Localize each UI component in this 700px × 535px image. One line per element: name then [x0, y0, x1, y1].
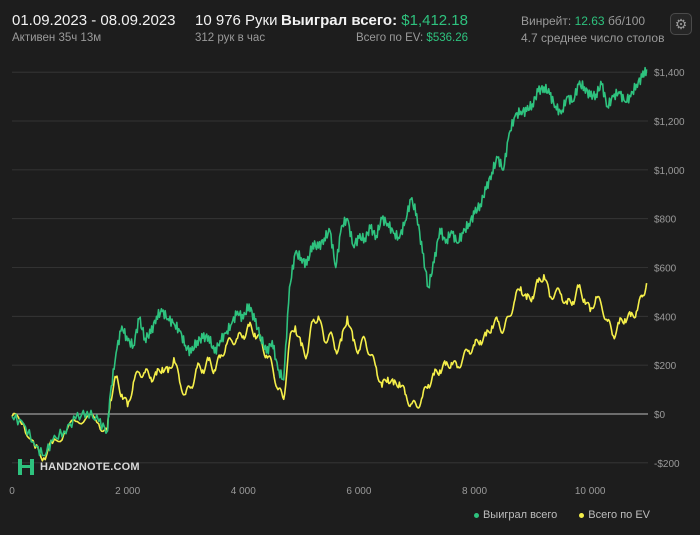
series-line-ev: [11, 274, 648, 462]
series-line-won: [11, 66, 648, 457]
hands-per-hour: 312 рук в час: [195, 32, 266, 44]
y-tick-label: $1,000: [654, 166, 685, 177]
x-tick-label: 2 000: [115, 486, 140, 497]
x-tick-label: 8 000: [462, 486, 487, 497]
logo: HAND2NOTE.COM: [18, 459, 140, 475]
legend-item-won[interactable]: Выиграл всего: [473, 509, 558, 521]
y-tick-label: $1,400: [654, 68, 685, 79]
hands-count: 10 976 Руки: [195, 12, 278, 29]
y-tick-label: $0: [654, 410, 666, 421]
won-label: Выиграл всего:: [281, 12, 398, 29]
y-tick-label: -$200: [654, 459, 680, 470]
winrate-unit: бб/100: [607, 14, 646, 28]
hands-block: 10 976 Руки 312 рук в час: [195, 12, 278, 44]
gear-icon: ⚙: [674, 15, 688, 32]
logo-icon: [18, 459, 34, 475]
winrate-label: Винрейт:: [521, 14, 572, 28]
x-tick-label: 0: [9, 486, 15, 497]
winrate-value: 12.63: [574, 14, 605, 28]
y-tick-label: $600: [654, 264, 677, 275]
ev-label: Всего по EV:: [355, 32, 424, 44]
ev-value: $536.26: [426, 32, 468, 44]
legend-label-won: Выиграл всего: [482, 509, 558, 521]
logo-text: HAND2NOTE.COM: [40, 461, 140, 473]
x-tick-label: 6 000: [346, 486, 371, 497]
legend-item-ev[interactable]: Всего по EV: [579, 509, 650, 521]
y-tick-label: $200: [654, 361, 677, 372]
winrate-block: Винрейт: 12.63 бб/100 4.7 среднее число …: [521, 14, 664, 45]
x-tick-label: 10 000: [575, 486, 606, 497]
y-tick-label: $1,200: [654, 117, 685, 128]
date-range-block: 01.09.2023 - 08.09.2023 Активен 35ч 13м: [12, 12, 175, 44]
active-time: Активен 35ч 13м: [12, 32, 102, 44]
legend: Выиграл всего Всего по EV: [473, 509, 650, 521]
won-value: $1,412.18: [401, 12, 468, 29]
date-range: 01.09.2023 - 08.09.2023: [12, 12, 176, 29]
y-tick-label: $400: [654, 312, 677, 323]
tables-average: 4.7 среднее число столов: [521, 31, 665, 45]
won-block: Выиграл всего: $1,412.18 Всего по EV: $5…: [281, 12, 468, 44]
settings-button[interactable]: ⚙: [670, 13, 692, 35]
legend-label-ev: Всего по EV: [588, 509, 650, 521]
x-tick-label: 4 000: [231, 486, 256, 497]
y-tick-label: $800: [654, 215, 677, 226]
